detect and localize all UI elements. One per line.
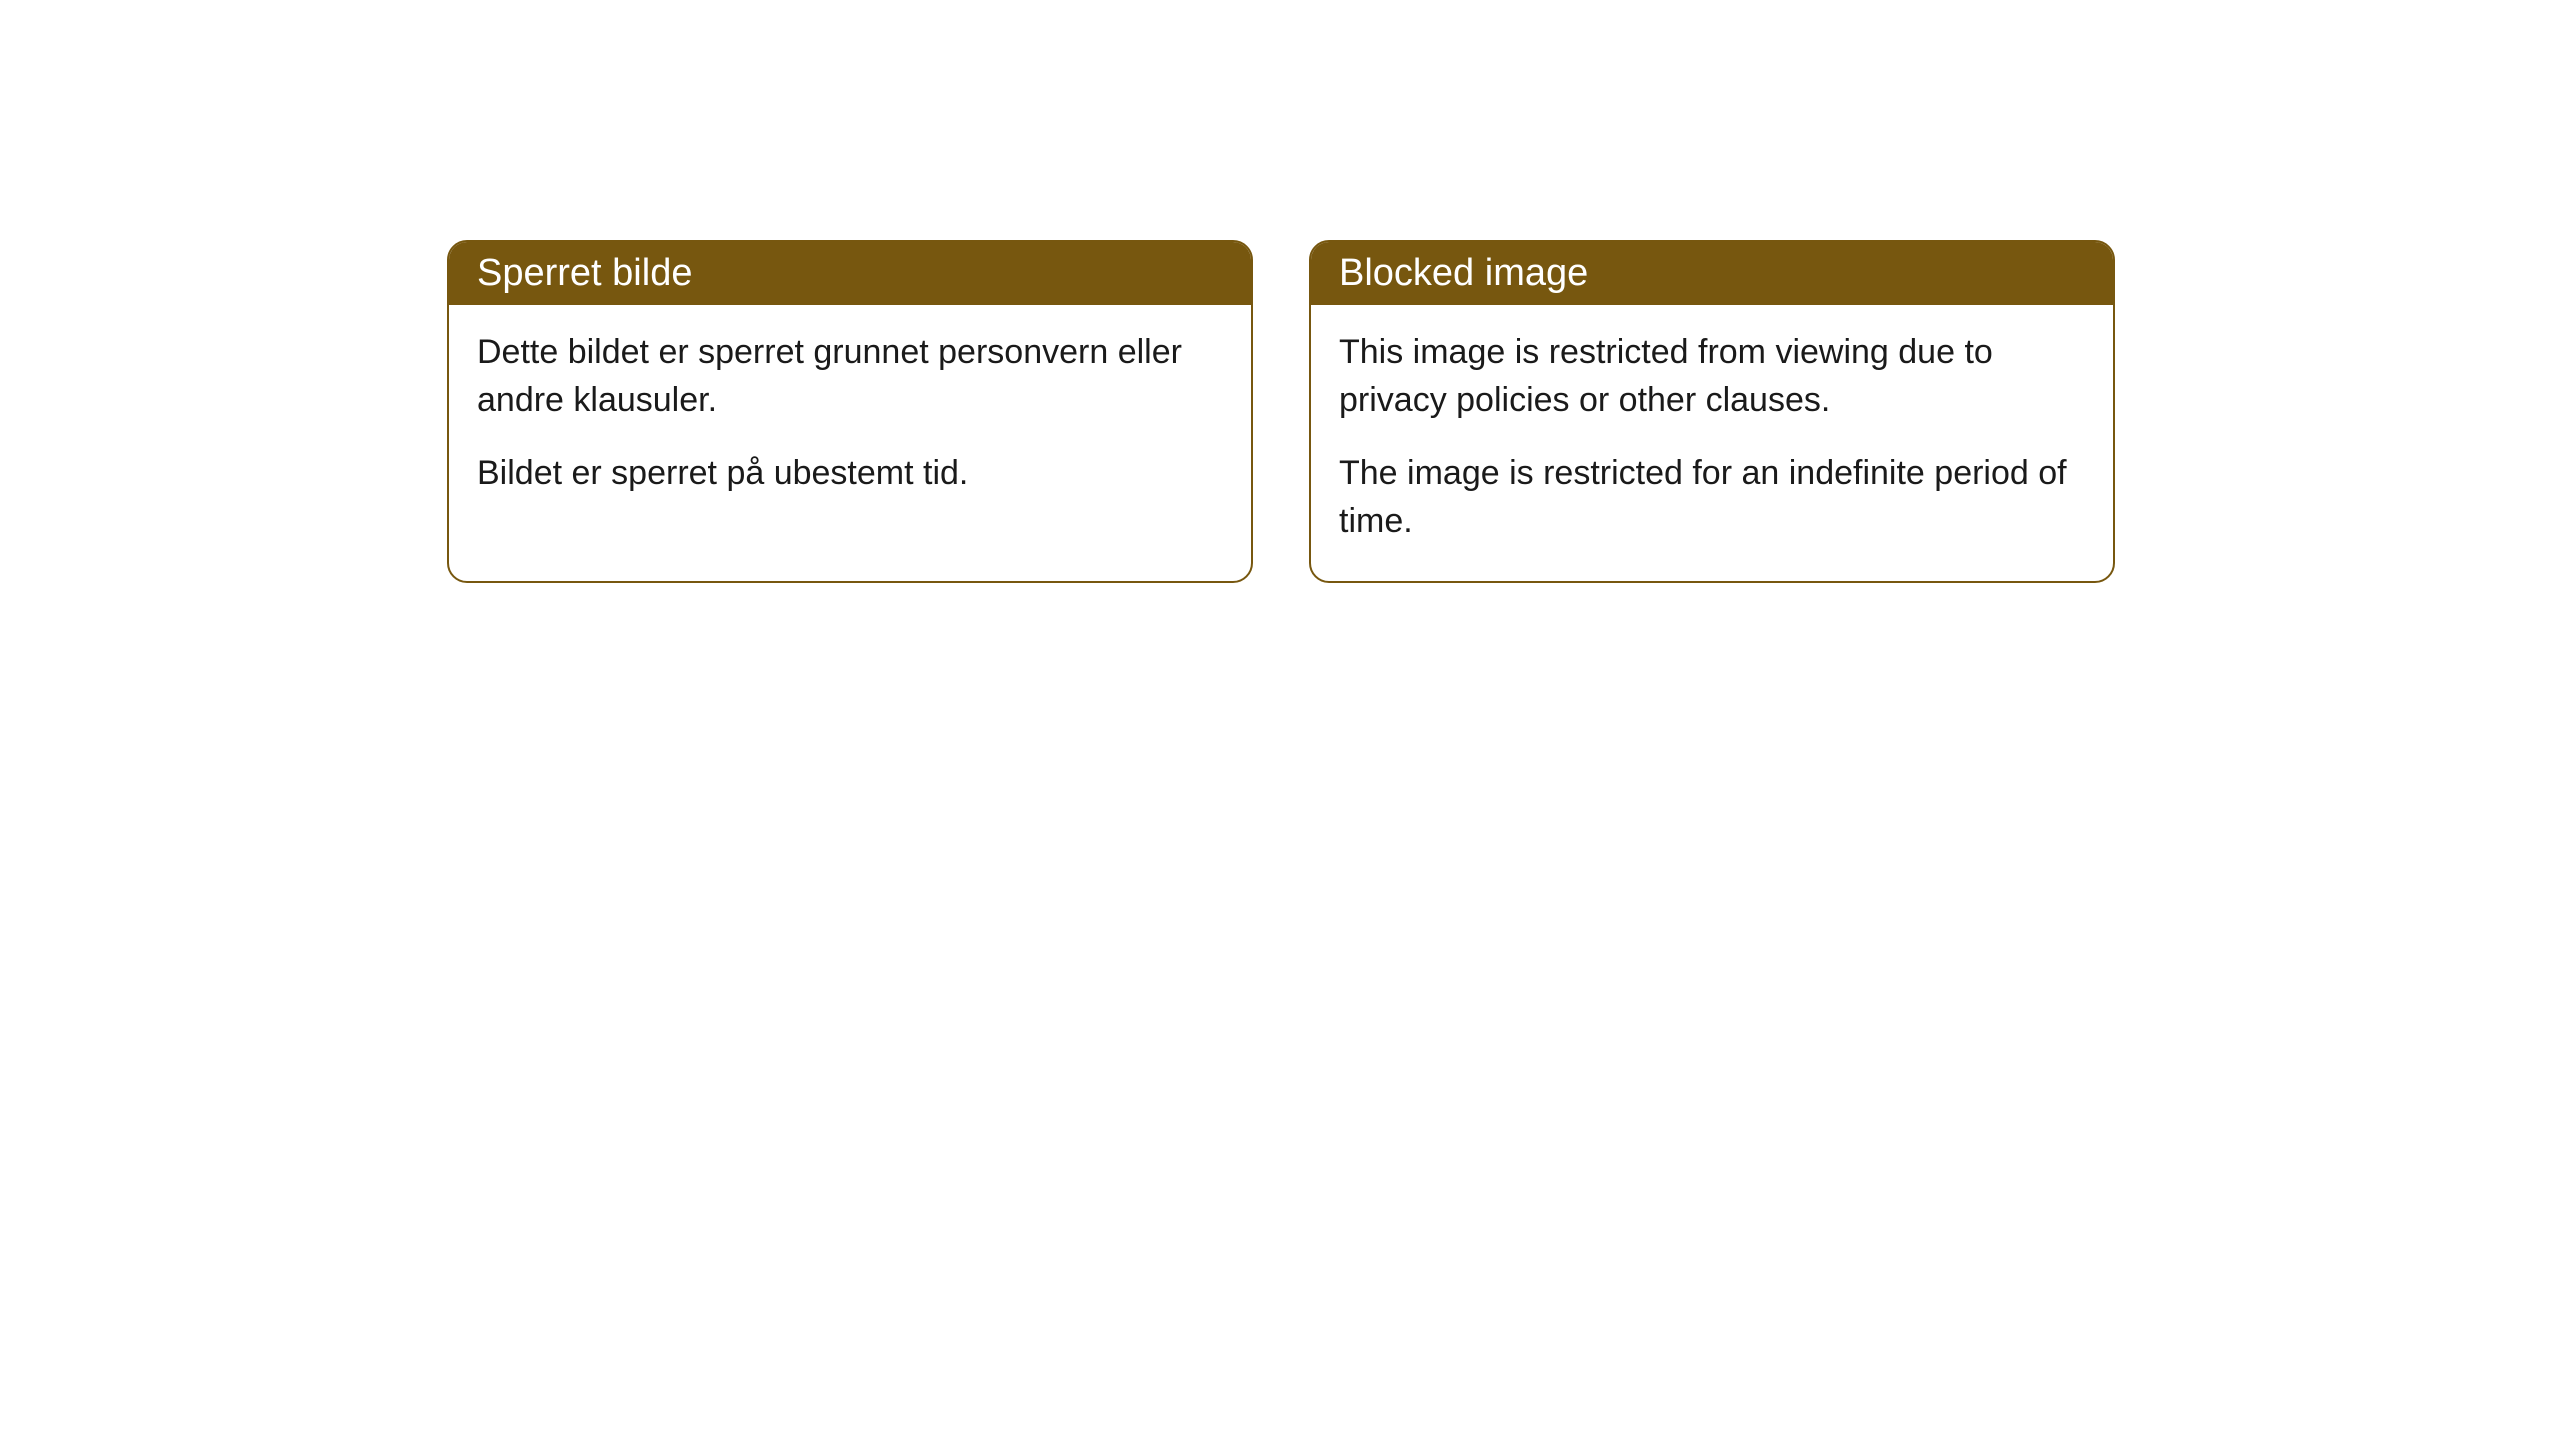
card-text-paragraph: Dette bildet er sperret grunnet personve… xyxy=(477,329,1223,424)
card-body-english: This image is restricted from viewing du… xyxy=(1311,305,2113,581)
card-header-norwegian: Sperret bilde xyxy=(449,242,1251,305)
blocked-image-card-norwegian: Sperret bilde Dette bildet er sperret gr… xyxy=(447,240,1253,583)
card-title: Sperret bilde xyxy=(477,252,692,294)
card-body-norwegian: Dette bildet er sperret grunnet personve… xyxy=(449,305,1251,534)
notice-cards-container: Sperret bilde Dette bildet er sperret gr… xyxy=(0,0,2560,583)
card-text-paragraph: This image is restricted from viewing du… xyxy=(1339,329,2085,424)
card-title: Blocked image xyxy=(1339,252,1588,294)
blocked-image-card-english: Blocked image This image is restricted f… xyxy=(1309,240,2115,583)
card-text-paragraph: Bildet er sperret på ubestemt tid. xyxy=(477,450,1223,498)
card-text-paragraph: The image is restricted for an indefinit… xyxy=(1339,450,2085,545)
card-header-english: Blocked image xyxy=(1311,242,2113,305)
